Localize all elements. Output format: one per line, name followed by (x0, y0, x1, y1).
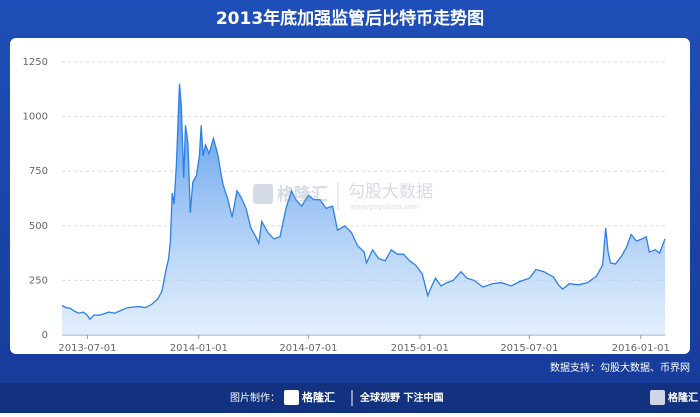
watermark-brand: 格隆汇 (277, 184, 328, 205)
x-tick-label: 2014-07-01 (279, 343, 337, 354)
footer-made-by: 图片制作： (230, 391, 280, 404)
y-tick-label: 1250 (23, 57, 48, 68)
footer-logo-icon (284, 390, 299, 405)
watermark: 格隆汇 勾股大数据 www.gogudata.com (253, 182, 433, 211)
x-tick-label: 2015-07-01 (500, 343, 558, 354)
x-tick-label: 2013-07-01 (58, 343, 116, 354)
corner-logo: 格隆汇 (668, 391, 698, 404)
x-tick-label: 2016-01-01 (612, 343, 670, 354)
footer-brand: 格隆汇 (302, 390, 335, 404)
source: 数据支持：勾股大数据、币界网 (550, 361, 690, 374)
x-tick-label: 2014-01-01 (170, 343, 228, 354)
watermark-logo (253, 184, 273, 204)
x-tick-label: 2015-01-01 (391, 343, 449, 354)
y-tick-label: 0 (42, 330, 48, 341)
footer-bar (0, 383, 700, 413)
y-tick-label: 750 (29, 166, 48, 177)
chart-title: 2013年底加强监管后比特币走势图 (216, 8, 484, 29)
y-tick-label: 250 (29, 275, 48, 286)
area (62, 83, 665, 335)
line (61, 83, 666, 321)
footer-slogan: 全球视野 下注中国 (359, 391, 443, 404)
watermark-url: www.gogudata.com (350, 203, 419, 211)
watermark-name: 勾股大数据 (348, 182, 433, 202)
y-tick-label: 500 (29, 221, 48, 232)
corner-logo-icon (650, 390, 665, 405)
y-tick-label: 1000 (23, 112, 48, 123)
